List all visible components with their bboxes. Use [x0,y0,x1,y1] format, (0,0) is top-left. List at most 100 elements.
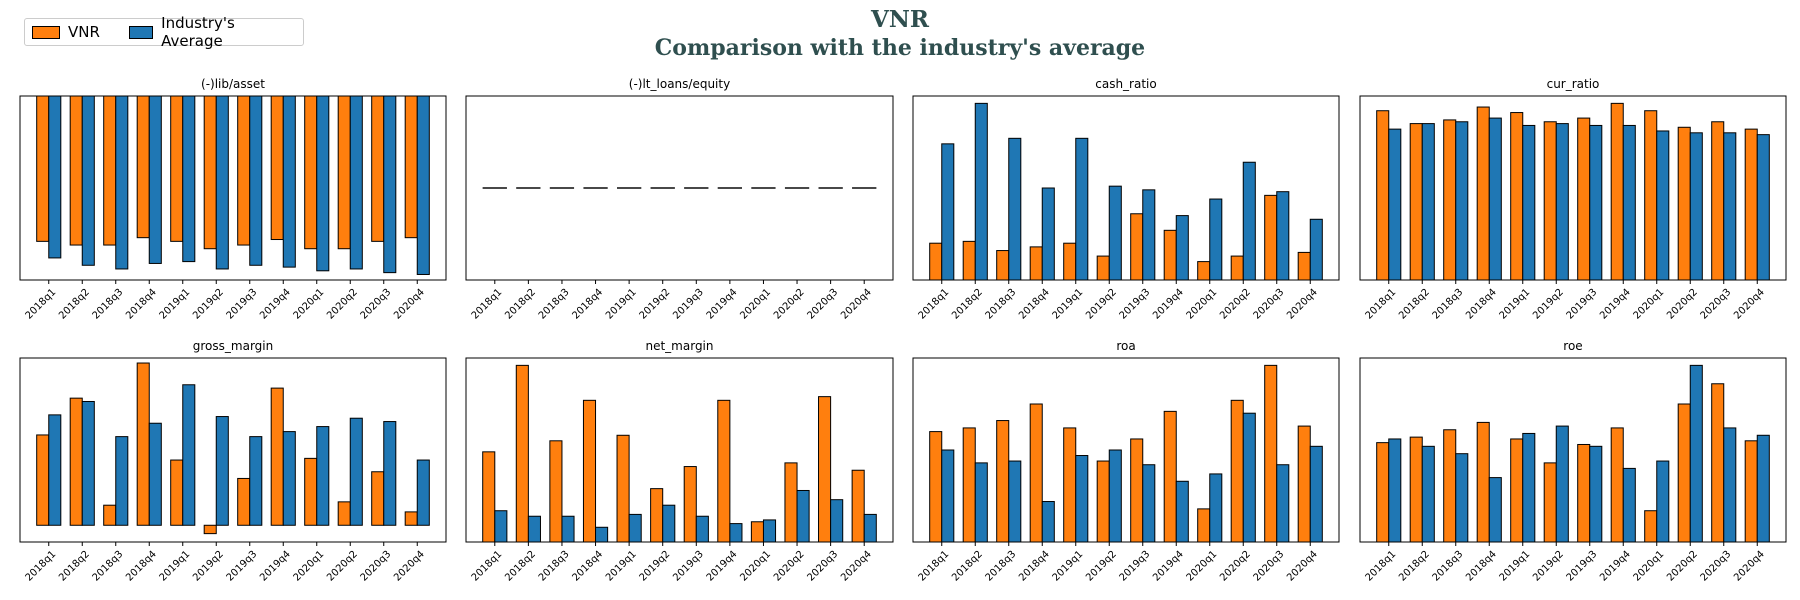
bar [1075,455,1089,543]
bar [1063,427,1077,543]
bar [1622,467,1636,543]
bar [1723,427,1737,543]
x-tick-label: 2019q1 [158,549,193,584]
bar [1421,123,1435,281]
x-tick-label: 2018q1 [917,287,952,322]
bar [695,515,709,543]
bar [1723,132,1737,281]
bar [1175,480,1189,543]
bar [1130,213,1144,281]
bar [1644,510,1658,543]
bar [1309,218,1323,281]
bar [929,431,943,543]
bar [337,501,351,526]
bar [1622,124,1636,281]
bar [148,95,162,264]
x-tick-label: 2018q1 [470,549,505,584]
x-tick-label: 2018q2 [57,287,92,322]
x-tick-label: 2019q1 [1051,549,1086,584]
bar [215,416,229,526]
x-tick-label: 2020q4 [1285,549,1320,584]
bar [316,426,330,526]
bar [1096,460,1110,543]
bar [1142,189,1156,281]
bar [818,396,832,543]
x-tick-label: 2020q3 [1699,287,1734,322]
bar [1756,434,1770,543]
bar [796,489,810,543]
x-tick-label: 2018q2 [57,549,92,584]
bar [784,462,798,543]
bar [1197,261,1211,281]
bar [1297,425,1311,543]
bar [1130,438,1144,543]
x-tick-label: 2020q3 [806,549,841,584]
x-tick-label: 2020q3 [1699,549,1734,584]
bar [650,488,664,543]
x-tick-label: 2018q2 [503,549,538,584]
panel-frame [1359,95,1787,281]
bar [683,466,697,543]
bar [349,417,363,526]
bar [582,399,597,543]
bar [549,440,563,543]
x-tick-label: 2020q3 [1252,549,1287,584]
bar [1029,246,1043,281]
x-tick-label: 2020q2 [325,287,360,322]
panel-title: cur_ratio [1547,77,1600,91]
bar [1689,364,1703,543]
bar [595,526,609,543]
bar [182,384,196,526]
x-tick-label: 2020q1 [738,549,773,584]
x-tick-label: 2018q3 [984,287,1019,322]
bar [1555,425,1569,543]
bar [237,477,251,526]
panel-frame [19,95,447,281]
x-tick-label: 2018q4 [124,287,159,322]
bar [203,95,217,250]
x-tick-label: 2019q2 [638,549,673,584]
x-tick-label: 2020q3 [806,287,841,322]
bar [148,422,162,526]
x-tick-label: 2018q3 [1431,287,1466,322]
bar [215,95,229,270]
figure-subtitle: Comparison with the industry's average [654,35,1146,61]
bar [1209,198,1223,281]
x-tick-label: 2018q1 [1364,287,1399,322]
x-tick-label: 2020q1 [292,549,327,584]
x-tick-label: 2019q1 [158,287,193,322]
x-tick-label: 2019q1 [1498,287,1533,322]
x-tick-label: 2020q2 [772,549,807,584]
x-tick-label: 2019q3 [1118,287,1153,322]
x-tick-label: 2018q3 [537,287,572,322]
bar [1297,251,1311,281]
bar [1376,442,1390,543]
bar [115,436,129,526]
x-tick-label: 2018q3 [984,549,1019,584]
bar [115,95,129,270]
bar [1455,121,1469,281]
x-tick-label: 2019q4 [705,549,740,584]
x-tick-label: 2018q1 [470,287,505,322]
bar [628,513,642,543]
x-tick-label: 2019q4 [1151,549,1186,584]
bar [962,427,976,543]
bar [1008,460,1022,543]
bar [1063,242,1077,281]
bar [1677,126,1691,281]
bar [1756,134,1770,281]
x-tick-label: 2019q1 [1498,549,1533,584]
bar [383,95,397,274]
bar [1577,443,1591,543]
bar [136,95,150,239]
bar [863,513,877,543]
bar [316,95,330,272]
panel-frame [465,357,894,543]
bar [515,364,529,543]
panel-title: (-)lib/asset [201,77,265,91]
legend-label-vnr: VNR [68,23,100,41]
bar [1041,187,1055,281]
bar [996,250,1010,281]
bar [1443,119,1457,281]
bar [527,515,541,543]
